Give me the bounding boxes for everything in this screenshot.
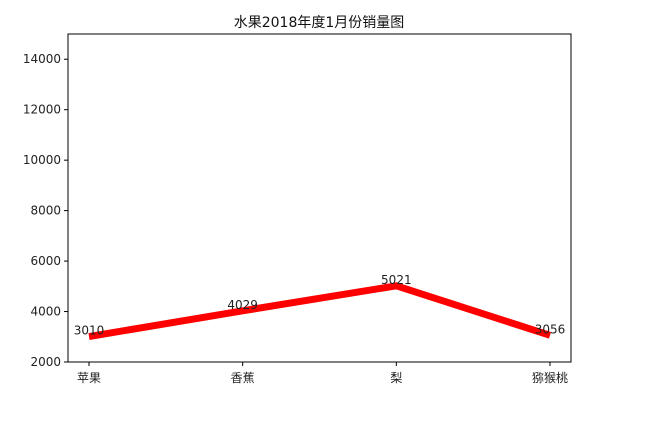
- data-label: 3056: [535, 322, 566, 336]
- data-label: 4029: [227, 298, 258, 312]
- x-axis: 苹果 香蕉 梨 猕猴桃: [77, 362, 568, 385]
- series-line: [88, 282, 552, 340]
- y-tick-label: 10000: [23, 153, 61, 167]
- y-tick-label: 12000: [23, 103, 61, 117]
- x-tick-label: 香蕉: [231, 371, 255, 385]
- x-tick-label: 苹果: [77, 371, 101, 385]
- chart-title: 水果2018年度1月份销量图: [234, 15, 405, 31]
- y-tick-label: 14000: [23, 52, 61, 66]
- y-tick-label: 2000: [30, 355, 61, 369]
- x-tick-label: 猕猴桃: [532, 370, 568, 385]
- y-axis: 2000 4000 6000 8000 10000 12000 14000: [23, 52, 68, 369]
- x-tick-label: 梨: [390, 371, 402, 385]
- y-tick-label: 4000: [30, 305, 61, 319]
- series-layer: [88, 282, 552, 340]
- y-tick-label: 8000: [30, 204, 61, 218]
- data-labels: 3010 4029 5021 3056: [74, 273, 566, 338]
- y-tick-label: 6000: [30, 254, 61, 268]
- data-label: 3010: [74, 324, 105, 338]
- data-label: 5021: [381, 273, 412, 287]
- plot-area-frame: [67, 33, 572, 363]
